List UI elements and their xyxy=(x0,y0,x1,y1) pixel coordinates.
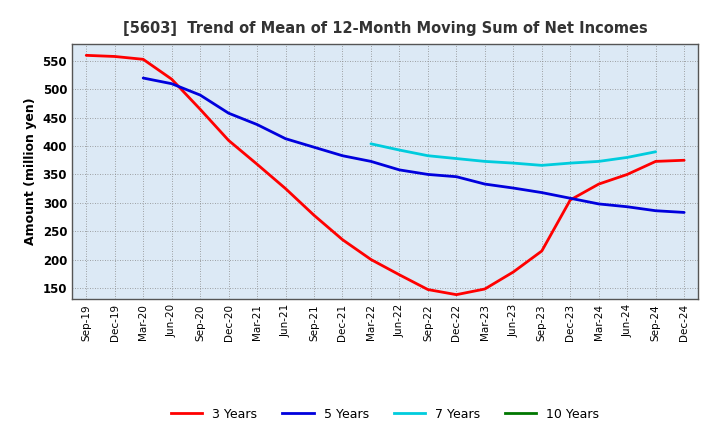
5 Years xyxy=(423,172,432,177)
3 Years xyxy=(623,172,631,177)
Line: 5 Years: 5 Years xyxy=(143,78,684,213)
5 Years xyxy=(282,136,290,141)
3 Years xyxy=(423,287,432,292)
7 Years xyxy=(623,155,631,160)
3 Years xyxy=(196,106,204,112)
5 Years xyxy=(253,122,261,127)
3 Years xyxy=(509,269,518,275)
5 Years xyxy=(623,204,631,209)
Line: 7 Years: 7 Years xyxy=(371,144,656,165)
5 Years xyxy=(366,159,375,164)
3 Years xyxy=(537,248,546,253)
3 Years xyxy=(595,181,603,187)
3 Years xyxy=(680,158,688,163)
3 Years xyxy=(338,237,347,242)
5 Years xyxy=(167,81,176,86)
7 Years xyxy=(595,159,603,164)
3 Years xyxy=(566,197,575,202)
5 Years xyxy=(566,196,575,201)
3 Years xyxy=(253,161,261,167)
5 Years xyxy=(395,167,404,172)
7 Years xyxy=(566,161,575,166)
7 Years xyxy=(537,163,546,168)
5 Years xyxy=(680,210,688,215)
7 Years xyxy=(395,147,404,153)
3 Years xyxy=(110,54,119,59)
3 Years xyxy=(452,292,461,297)
3 Years xyxy=(395,272,404,278)
5 Years xyxy=(480,181,489,187)
3 Years xyxy=(82,53,91,58)
5 Years xyxy=(452,174,461,180)
5 Years xyxy=(652,208,660,213)
5 Years xyxy=(310,145,318,150)
3 Years xyxy=(225,138,233,143)
5 Years xyxy=(509,185,518,191)
3 Years xyxy=(167,77,176,82)
5 Years xyxy=(537,190,546,195)
5 Years xyxy=(338,153,347,158)
7 Years xyxy=(652,149,660,154)
5 Years xyxy=(595,201,603,206)
Line: 3 Years: 3 Years xyxy=(86,55,684,295)
3 Years xyxy=(480,286,489,292)
3 Years xyxy=(139,57,148,62)
7 Years xyxy=(509,161,518,166)
5 Years xyxy=(225,110,233,116)
7 Years xyxy=(480,159,489,164)
3 Years xyxy=(310,213,318,218)
3 Years xyxy=(366,257,375,262)
7 Years xyxy=(452,156,461,161)
7 Years xyxy=(423,153,432,158)
7 Years xyxy=(366,141,375,147)
3 Years xyxy=(652,159,660,164)
Title: [5603]  Trend of Mean of 12-Month Moving Sum of Net Incomes: [5603] Trend of Mean of 12-Month Moving … xyxy=(123,21,647,36)
Y-axis label: Amount (million yen): Amount (million yen) xyxy=(24,98,37,246)
5 Years xyxy=(196,92,204,98)
5 Years xyxy=(139,75,148,81)
3 Years xyxy=(282,186,290,191)
Legend: 3 Years, 5 Years, 7 Years, 10 Years: 3 Years, 5 Years, 7 Years, 10 Years xyxy=(166,403,604,425)
